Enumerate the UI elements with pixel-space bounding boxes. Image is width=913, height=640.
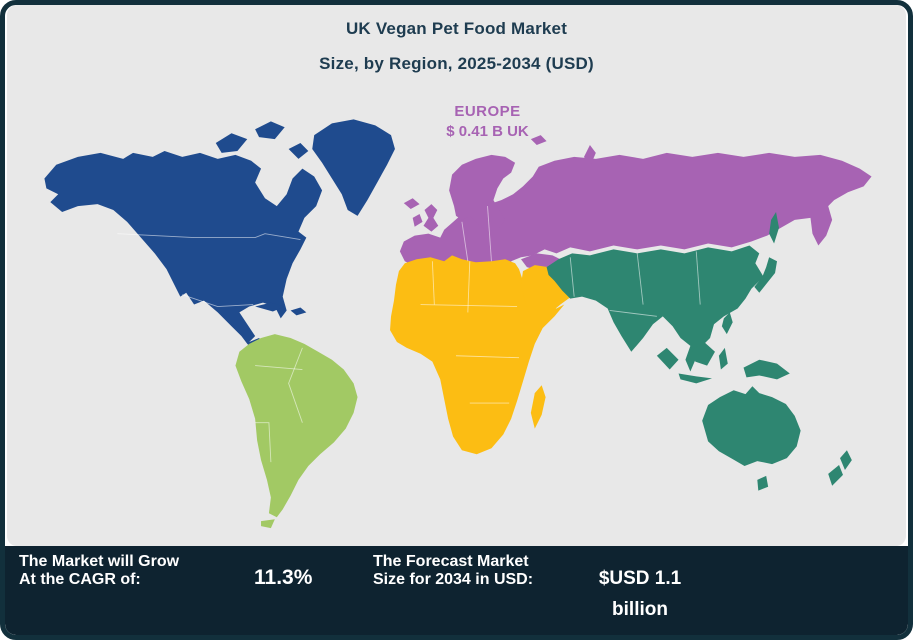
region-south-america [235,334,358,529]
footer-bar: The Market will Grow At the CAGR of: 11.… [5,546,908,635]
cagr-label: The Market will Grow At the CAGR of: [19,553,179,589]
region-asia-pacific [546,211,852,491]
cagr-value: 11.3% [254,566,313,589]
forecast-label-line2: Size for 2034 in USD: [373,571,534,589]
map-panel: UK Vegan Pet Food Market Size, by Region… [7,5,906,546]
forecast-value-line2: billion [612,598,668,620]
region-north-america [44,119,395,358]
region-africa-middle-east [390,255,572,455]
europe-annotation: EUROPE $ 0.41 B UK [415,103,560,140]
cagr-label-line1: The Market will Grow [19,553,180,570]
page-title: UK Vegan Pet Food Market [345,19,568,38]
header: UK Vegan Pet Food Market Size, by Region… [7,19,906,74]
country-borders [117,206,701,463]
forecast-label: The Forecast Market Size for 2034 in USD… [373,553,533,589]
europe-annotation-region: EUROPE [454,103,521,120]
page-subtitle: Size, by Region, 2025-2034 (USD) [319,54,594,73]
europe-annotation-value: $ 0.41 B UK [446,123,529,140]
world-map [44,119,872,529]
cagr-label-line2: At the CAGR of: [19,571,141,589]
forecast-label-line1: The Forecast Market [373,553,529,570]
forecast-value: $USD 1.1 billion [570,564,710,626]
forecast-value-line1: $USD 1.1 [598,568,682,589]
